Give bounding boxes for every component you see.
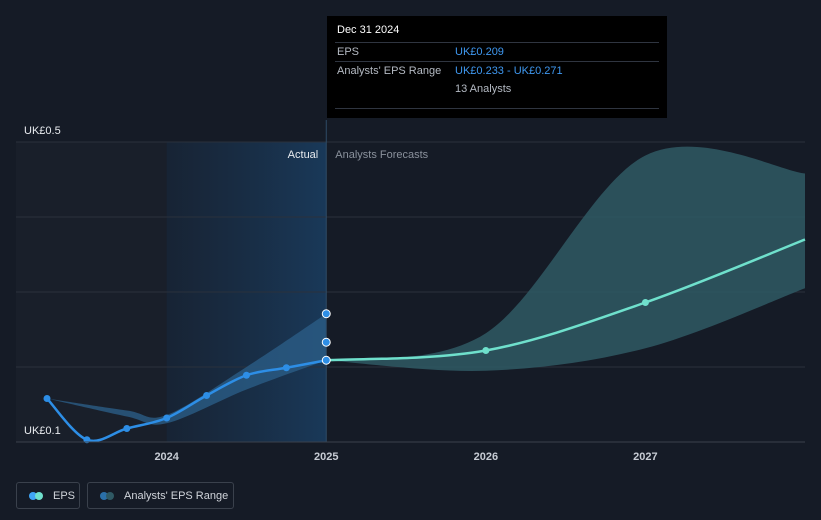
range-marker-1: [321, 337, 331, 347]
range-marker-0: [321, 309, 331, 319]
eps-point-5: [242, 371, 250, 379]
x-tick-label-2: 2026: [474, 451, 498, 463]
forecast-point-0: [482, 347, 490, 354]
eps-point-6: [282, 364, 290, 372]
tooltip-range-label: Analysts' EPS Range: [337, 65, 442, 77]
range-legend-icon: [100, 491, 116, 500]
forecast-point-1: [641, 299, 649, 306]
tooltip-date: Dec 31 2024: [337, 24, 400, 36]
tooltip-analysts-row: 13 Analysts: [335, 80, 659, 98]
legend-eps-label: EPS: [53, 489, 76, 502]
eps-point-7: [321, 355, 331, 365]
tooltip-eps-value: UK£0.209: [455, 46, 504, 58]
legend-range-label: Analysts' EPS Range: [124, 489, 229, 502]
tooltip-divider: [335, 108, 659, 109]
eps-point-3: [163, 414, 171, 422]
tooltip-analysts: 13 Analysts: [455, 83, 512, 95]
tooltip-eps-label: EPS: [337, 46, 360, 58]
eps-point-0: [43, 395, 51, 402]
eps-legend-icon: [29, 491, 45, 500]
x-tick-label-1: 2025: [314, 451, 338, 463]
y-tick-label-0: UK£0.5: [24, 125, 61, 137]
forecast-label: Analysts Forecasts: [335, 149, 428, 161]
eps-point-2: [123, 425, 131, 432]
y-tick-label-1: UK£0.1: [24, 425, 61, 437]
tooltip-range-row: Analysts' EPS Range UK£0.233 - UK£0.271: [335, 61, 659, 80]
x-tick-label-0: 2024: [154, 451, 179, 463]
legend-analysts-range[interactable]: Analysts' EPS Range: [87, 482, 234, 509]
x-tick-label-3: 2027: [633, 451, 657, 463]
analyst-range-area: [326, 146, 805, 371]
forecast-line: [326, 238, 806, 362]
tooltip: Dec 31 2024 EPS UK£0.209 Analysts' EPS R…: [327, 16, 667, 118]
tooltip-eps-row: EPS UK£0.209: [335, 42, 659, 61]
tooltip-range-value: UK£0.233 - UK£0.271: [455, 65, 563, 77]
eps-point-4: [203, 392, 211, 399]
actual-label: Actual: [288, 149, 319, 161]
legend-eps[interactable]: EPS: [16, 482, 80, 509]
